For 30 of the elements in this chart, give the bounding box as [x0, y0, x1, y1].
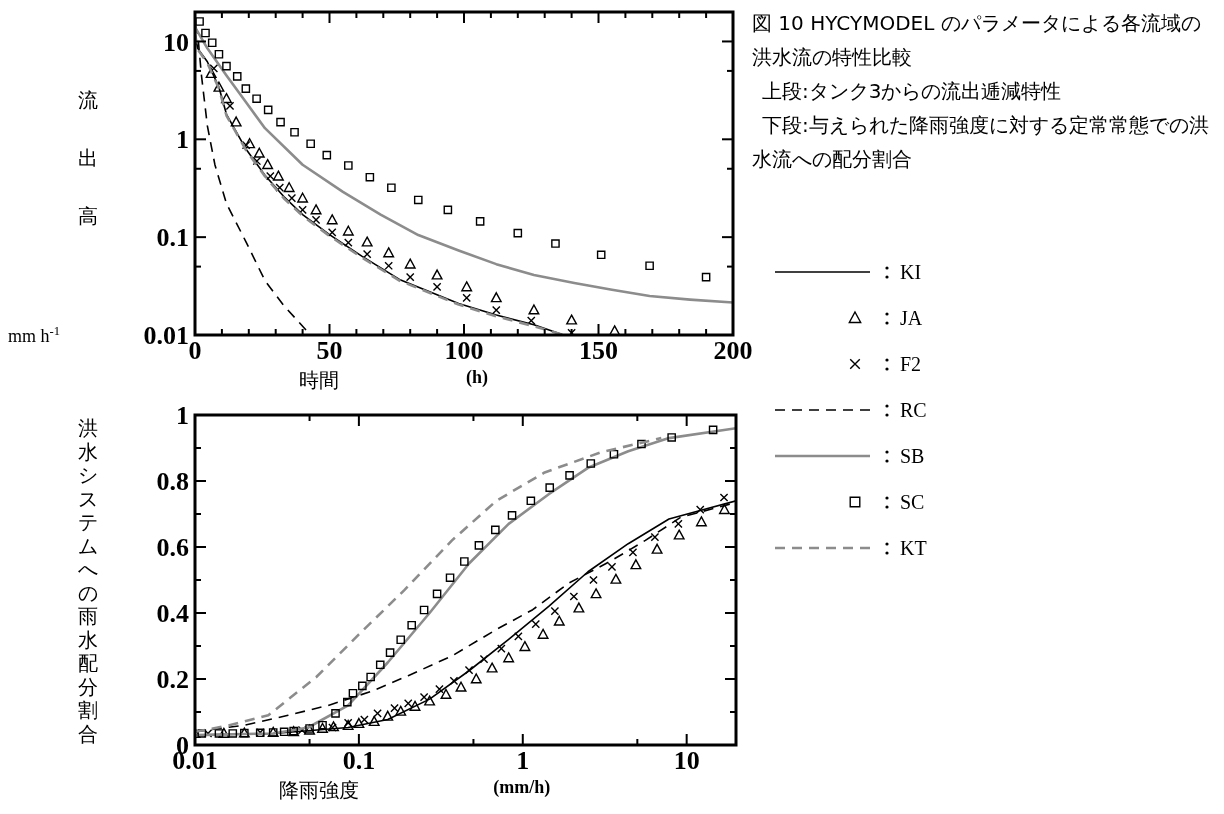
x-tick-label: 10 [673, 746, 700, 775]
y-tick-label: 1 [176, 125, 189, 155]
y-tick-label: 0.1 [156, 223, 189, 253]
legend-label: SB [900, 445, 925, 467]
x-tick-label: 200 [713, 336, 753, 365]
y-tick-label: 1 [176, 401, 189, 431]
text: 流出高 [78, 89, 98, 227]
x-tick-label: 100 [444, 336, 484, 365]
y-tick-label: 0.4 [156, 599, 189, 629]
text: 洪水システムへの雨水配分割合 [78, 417, 98, 745]
legend-label: RC [900, 399, 927, 421]
legend-label: SC [900, 491, 925, 513]
x-tick-label: 150 [579, 336, 618, 365]
y-tick-label: 0.2 [156, 665, 189, 695]
legend-label: JA [900, 307, 923, 329]
text: 時間 (h) [298, 367, 489, 391]
y-tick-label: 10 [163, 27, 189, 57]
text: 図 10 HYCYMODEL のパラメータによる各流域の洪水流の特性比較 [752, 11, 1201, 69]
legend-label: F2 [900, 353, 922, 375]
legend-label: KT [900, 537, 927, 559]
legend-label: KI [900, 261, 922, 283]
y-tick-label: 0.6 [156, 533, 189, 563]
text: mm h$^{-1}$ [8, 324, 61, 346]
x-tick-label: 50 [316, 336, 343, 365]
text: 下段:与えられた降雨強度に対する定常常態での洪水流への配分割合 [752, 113, 1209, 171]
y-tick-label: 0.8 [156, 467, 189, 497]
text: 降雨強度 (mm/h) [279, 777, 551, 801]
x-tick-label: 0.1 [342, 746, 376, 775]
x-tick-label: 1 [516, 746, 530, 775]
text: 上段:タンク3からの流出逓減特性 [762, 79, 1062, 103]
